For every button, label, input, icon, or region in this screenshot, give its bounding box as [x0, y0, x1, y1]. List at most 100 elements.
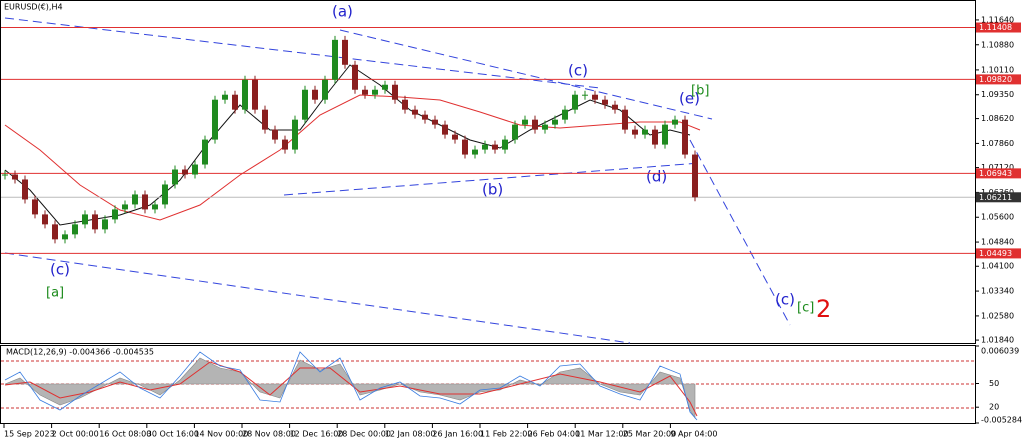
wave-label: (e)	[679, 90, 700, 108]
candle	[422, 114, 428, 120]
candle	[302, 89, 308, 120]
level-label: 1.09820	[979, 75, 1012, 84]
candle	[2, 174, 8, 176]
candle	[492, 144, 498, 150]
candle	[52, 224, 58, 240]
candle	[562, 109, 568, 120]
candle	[102, 219, 108, 230]
wave-label: [b]	[691, 84, 709, 99]
level-tag	[976, 74, 1021, 85]
candle	[652, 129, 658, 145]
candle	[282, 139, 288, 150]
candle	[472, 149, 478, 155]
level-label: 1.11408	[979, 23, 1012, 32]
candle	[172, 169, 178, 185]
candle	[552, 119, 558, 125]
candle	[622, 109, 628, 130]
x-tick-label: 11 Mar 12:00	[575, 430, 628, 439]
candle	[212, 99, 218, 140]
candle	[372, 89, 378, 95]
x-tick-label: 16 Oct 08:00	[99, 430, 151, 439]
candle	[402, 99, 408, 110]
candle	[292, 119, 298, 150]
symbol-title: EURUSD(€),H4	[4, 3, 63, 12]
wave-label: (c)	[775, 291, 795, 309]
candle	[62, 234, 68, 240]
candle	[452, 134, 458, 140]
candle	[162, 184, 168, 205]
candle	[322, 79, 328, 100]
candle	[642, 129, 648, 135]
price-frame	[0, 0, 976, 344]
candle	[602, 99, 608, 105]
candle	[432, 119, 438, 125]
wave-label: (c)	[50, 261, 70, 279]
x-tick-label: 15 Sep 2023	[4, 430, 55, 439]
candle	[142, 194, 148, 210]
y-tick-label: 1.10110	[981, 65, 1014, 74]
x-tick-label: 11 Feb 22:00	[480, 430, 532, 439]
candle	[542, 124, 548, 130]
candle	[522, 119, 528, 125]
y-tick-label: 1.05600	[981, 213, 1014, 222]
wave-label: (d)	[646, 168, 667, 186]
x-tick-label: 28 Nov 08:00	[242, 430, 296, 439]
candle	[442, 124, 448, 135]
candle	[632, 129, 638, 135]
x-tick-label: 28 Dec 00:00	[337, 430, 391, 439]
current-price-label: 1.06211	[979, 193, 1012, 202]
candle	[352, 64, 358, 90]
y-tick-label: 1.04100	[981, 262, 1014, 271]
candle	[252, 79, 258, 110]
candle	[92, 214, 98, 230]
candle	[312, 89, 318, 100]
candle	[362, 89, 368, 95]
candle	[222, 94, 228, 100]
candle	[242, 79, 248, 110]
candle	[332, 39, 338, 80]
candle	[582, 94, 588, 96]
candle	[412, 109, 418, 115]
candle	[662, 124, 668, 145]
y-tick-label: 1.03340	[981, 287, 1014, 296]
candle	[342, 39, 348, 65]
macd-signal	[4, 361, 698, 417]
macd-line	[4, 351, 698, 421]
candle	[42, 214, 48, 225]
x-tick-label: 9 Apr 04:00	[670, 430, 717, 439]
y-tick-label: 1.02580	[981, 311, 1014, 320]
candle	[262, 109, 268, 130]
candle	[72, 224, 78, 235]
macd-tick-label: -0.005284	[981, 416, 1022, 425]
y-tick-label: 1.08620	[981, 114, 1014, 123]
y-tick-label: 1.09350	[981, 90, 1014, 99]
wave-label: [a]	[46, 286, 64, 301]
candle	[22, 179, 28, 200]
x-tick-label: 12 Dec 16:00	[290, 430, 344, 439]
wave-label: 2	[816, 295, 831, 323]
x-tick-label: 2 Oct 00:00	[52, 430, 99, 439]
candle	[232, 94, 238, 110]
x-tick-label: 14 Nov 00:00	[194, 430, 248, 439]
y-tick-label: 1.10880	[981, 40, 1014, 49]
candle	[202, 139, 208, 165]
candle	[12, 174, 18, 180]
level-label: 1.04493	[979, 249, 1012, 258]
candle	[612, 104, 618, 110]
y-tick-label: 1.11640	[981, 15, 1014, 24]
candle	[502, 139, 508, 150]
candle	[572, 94, 578, 110]
x-tick-label: 25 Mar 20:00	[623, 430, 676, 439]
level-tag	[976, 168, 1021, 179]
macd-frame	[0, 345, 976, 424]
y-tick-label: 1.01840	[981, 336, 1014, 345]
overlay-tick-label: 20	[989, 403, 999, 412]
candle	[112, 209, 118, 220]
x-tick-label: 12 Jan 08:00	[385, 430, 436, 439]
level-tag	[976, 22, 1021, 33]
level-label: 1.06943	[979, 169, 1012, 178]
trend-lines	[4, 17, 791, 344]
x-tick-label: 26 Feb 04:00	[528, 430, 580, 439]
candle	[182, 169, 188, 175]
macd-label: MACD(12,26,9) -0.004366 -0.004535	[6, 348, 154, 357]
